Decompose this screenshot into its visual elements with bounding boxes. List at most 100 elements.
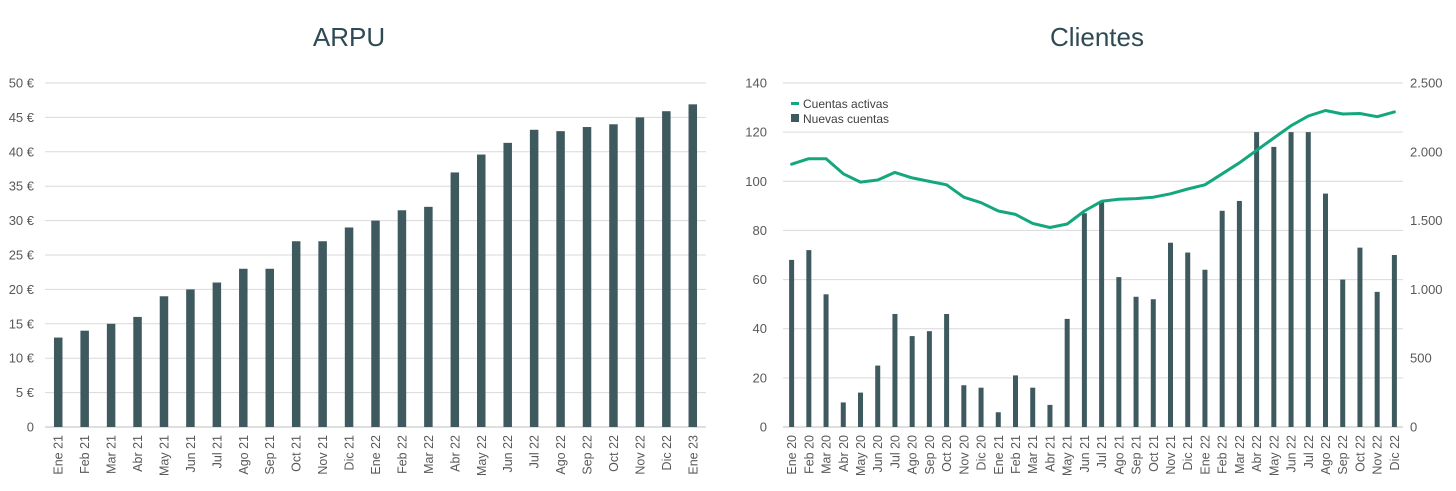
- clientes-title: Clientes: [1050, 22, 1144, 52]
- arpu-ytick-label-5: 5 €: [16, 385, 35, 400]
- arpu-bar-may-22: [477, 154, 486, 427]
- clientes-bar-feb-22: [1219, 210, 1225, 427]
- arpu-y-axis: 0 5 € 10 € 15 € 20 € 25 € 30 € 35 € 40 € 45 € 50 €: [9, 76, 35, 435]
- clientes-bar-may-22: [1271, 146, 1277, 427]
- clientes-xtick-label-may-22: May 22: [1267, 435, 1281, 476]
- clientes-xtick-label-jun-20: Jun 20: [871, 435, 885, 473]
- legend-swatch-nuevas-cuentas: [791, 114, 799, 122]
- arpu-ytick-label-20: 20 €: [9, 282, 35, 297]
- arpu-xtick-label-ago-22: Ago 22: [554, 435, 568, 475]
- arpu-bar-nov-21: [318, 241, 327, 427]
- clientes-xtick-label-jul-20: Jul 20: [888, 435, 902, 468]
- arpu-bar-feb-22: [397, 210, 407, 427]
- arpu-xtick-label-feb-21: Feb 21: [78, 435, 92, 474]
- arpu-x-axis: Ene 21 Feb 21 Mar 21 Abr 21 May 21 Jun 21 Jul …: [52, 435, 701, 476]
- clientes-bar-sep-20: [926, 331, 932, 427]
- arpu-xtick-label-sep-21: Sep 21: [263, 435, 277, 475]
- clientes-xtick-label-sep-21: Sep 21: [1130, 435, 1144, 475]
- arpu-bar-mar-22: [424, 206, 433, 427]
- clientes-bar-nov-21: [1168, 242, 1173, 427]
- arpu-bar-oct-22: [609, 124, 618, 427]
- arpu-ytick-label-15: 15 €: [9, 316, 35, 331]
- clientes-left-ytick-label-120: 120: [745, 125, 767, 140]
- arpu-ytick-label-50: 50 €: [9, 76, 35, 91]
- arpu-bar-jun-21: [186, 289, 195, 427]
- clientes-bar-jun-22: [1288, 132, 1294, 427]
- clientes-xtick-label-feb-22: Feb 22: [1216, 435, 1230, 474]
- clientes-left-ytick-label-20: 20: [753, 370, 767, 385]
- arpu-xtick-label-ago-21: Ago 21: [237, 435, 251, 475]
- clientes-xtick-label-oct-21: Oct 21: [1147, 435, 1161, 472]
- arpu-chart: ARPU 0 5 € 10 € 15 € 20 € 25 € 30 € 35 € 40 € 45 …: [9, 22, 706, 476]
- clientes-bar-dic-22: [1391, 255, 1397, 427]
- clientes-bar-may-20: [858, 392, 863, 427]
- clientes-left-ytick-label-40: 40: [753, 321, 767, 336]
- arpu-xtick-label-ene-23: Ene 23: [686, 435, 700, 475]
- arpu-ytick-label-40: 40 €: [9, 144, 35, 159]
- arpu-bar-dic-21: [344, 227, 354, 427]
- clientes-xtick-label-jun-21: Jun 21: [1078, 435, 1092, 473]
- arpu-ytick-label-25: 25 €: [9, 248, 35, 263]
- clientes-left-y-axis: 0 20 40 60 80 100 120 140: [745, 76, 767, 435]
- arpu-bar-ene-21: [53, 337, 63, 427]
- clientes-bar-abr-21: [1047, 404, 1053, 427]
- clientes-bar-jul-20: [892, 313, 898, 427]
- clientes-bar-abr-22: [1254, 132, 1260, 427]
- arpu-bar-ene-23: [688, 104, 698, 427]
- clientes-bar-mar-22: [1236, 200, 1242, 427]
- arpu-xtick-label-ene-21: Ene 21: [52, 435, 66, 475]
- arpu-xtick-label-oct-22: Oct 22: [607, 435, 621, 472]
- clientes-left-ytick-label-140: 140: [745, 76, 767, 91]
- arpu-ytick-label-45: 45 €: [9, 110, 35, 125]
- arpu-bar-mar-21: [106, 323, 116, 427]
- clientes-xtick-label-oct-20: Oct 20: [940, 435, 954, 472]
- clientes-xtick-label-nov-20: Nov 20: [957, 435, 971, 475]
- clientes-xtick-label-dic-22: Dic 22: [1388, 435, 1402, 470]
- arpu-bar-jun-22: [503, 142, 512, 427]
- clientes-bar-ago-20: [909, 336, 915, 427]
- clientes-bar-mar-21: [1030, 387, 1036, 427]
- clientes-bar-dic-20: [978, 387, 984, 427]
- clientes-bar-oct-22: [1357, 247, 1363, 427]
- clientes-xtick-label-ene-21: Ene 21: [992, 435, 1006, 475]
- arpu-xtick-label-oct-21: Oct 21: [290, 435, 304, 472]
- clientes-legend: Cuentas activas Nuevas cuentas: [791, 97, 889, 126]
- clientes-bar-may-21: [1064, 318, 1070, 427]
- clientes-xtick-label-dic-21: Dic 21: [1181, 435, 1195, 470]
- clientes-bar-sep-22: [1340, 279, 1346, 427]
- clientes-left-ytick-label-100: 100: [745, 174, 767, 189]
- clientes-xtick-label-may-21: May 21: [1061, 435, 1075, 476]
- clientes-bar-jul-21: [1099, 200, 1105, 427]
- arpu-xtick-label-feb-22: Feb 22: [395, 435, 409, 474]
- arpu-xtick-label-jun-22: Jun 22: [501, 435, 515, 473]
- clientes-xtick-label-sep-20: Sep 20: [923, 435, 937, 475]
- clientes-right-ytick-label-1500: 1.500: [1410, 213, 1443, 228]
- clientes-bar-ene-22: [1202, 269, 1208, 427]
- clientes-right-ytick-label-1000: 1.000: [1410, 282, 1443, 297]
- arpu-bar-dic-22: [662, 111, 671, 427]
- clientes-xtick-label-nov-22: Nov 22: [1371, 435, 1385, 475]
- clientes-right-ytick-label-2500: 2.500: [1410, 76, 1443, 91]
- arpu-bar-sep-21: [265, 268, 274, 427]
- arpu-bar-abr-22: [450, 172, 460, 427]
- clientes-left-ytick-label-0: 0: [760, 420, 767, 435]
- arpu-xtick-label-sep-22: Sep 22: [581, 435, 595, 475]
- arpu-bar-feb-21: [80, 330, 89, 427]
- clientes-right-ytick-label-0: 0: [1410, 420, 1417, 435]
- clientes-bar-nov-20: [961, 385, 967, 427]
- arpu-xtick-label-nov-21: Nov 21: [316, 435, 330, 475]
- arpu-bar-jul-22: [529, 129, 539, 427]
- clientes-cuentas-activas-line: [790, 109, 1396, 229]
- clientes-xtick-label-ago-20: Ago 20: [906, 435, 920, 475]
- clientes-bar-abr-20: [840, 402, 846, 427]
- arpu-ytick-label-35: 35 €: [9, 179, 35, 194]
- clientes-bar-mar-20: [823, 294, 829, 427]
- arpu-xtick-label-abr-21: Abr 21: [131, 435, 145, 472]
- clientes-bar-sep-21: [1133, 296, 1139, 427]
- clientes-xtick-label-sep-22: Sep 22: [1336, 435, 1350, 475]
- arpu-xtick-label-abr-22: Abr 22: [448, 435, 462, 472]
- legend-label-nuevas-cuentas: Nuevas cuentas: [803, 112, 889, 126]
- arpu-bar-jul-21: [212, 282, 222, 427]
- clientes-bar-nov-22: [1374, 291, 1380, 427]
